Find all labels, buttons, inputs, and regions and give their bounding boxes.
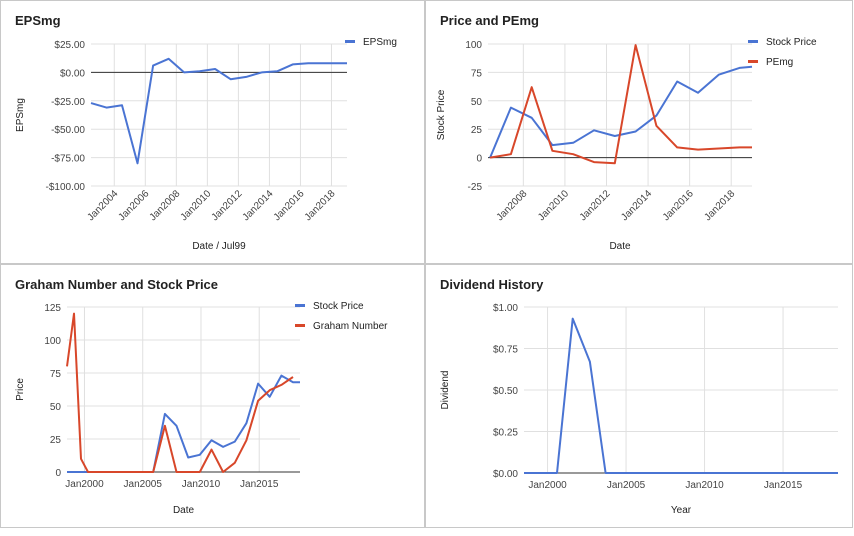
price-pemg-y-tick-label: 75 bbox=[471, 68, 483, 79]
dividend-y-tick-label: $0.50 bbox=[493, 386, 518, 397]
epsmg-y-tick-label: -$75.00 bbox=[51, 154, 85, 165]
dividend-y-tick-label: $1.00 bbox=[493, 303, 518, 314]
graham-legend-label-graham-number: Graham Number bbox=[313, 321, 388, 332]
graham-x-axis-label: Date bbox=[173, 505, 195, 516]
graham-y-tick-label: 100 bbox=[44, 336, 61, 347]
price-pemg-x-tick-label: Jan2008 bbox=[495, 188, 530, 223]
price-pemg-legend-label-pemg: PEmg bbox=[766, 57, 793, 68]
epsmg-x-tick-label: Jan2014 bbox=[241, 188, 276, 223]
dividend-x-axis-label: Year bbox=[671, 505, 692, 516]
price-pemg-y-tick-label: 25 bbox=[471, 125, 483, 136]
graham-y-tick-label: 25 bbox=[50, 435, 62, 446]
dividend-line-series bbox=[524, 317, 838, 474]
epsmg-x-tick-label: Jan2004 bbox=[85, 188, 120, 223]
chart-epsmg: EPSmg $25.00 $0.00 -$25.00 -$50.00 -$75.00 -$1… bbox=[15, 13, 397, 252]
epsmg-y-tick-label: $25.00 bbox=[54, 40, 85, 51]
dividend-title: Dividend History bbox=[440, 277, 544, 292]
graham-legend-label-stock-price: Stock Price bbox=[313, 301, 364, 312]
graham-line-graham-number bbox=[66, 312, 294, 473]
price-pemg-x-axis-label: Date bbox=[609, 241, 631, 252]
epsmg-y-tick-label: -$25.00 bbox=[51, 97, 85, 108]
price-pemg-legend-swatch-stock-price bbox=[748, 40, 758, 43]
dividend-x-tick-label: Jan2005 bbox=[607, 480, 646, 491]
epsmg-x-tick-label: Jan2008 bbox=[148, 188, 183, 223]
graham-y-tick-label: 0 bbox=[55, 468, 61, 479]
chart-dividend: Dividend History $1.00 $0.75 $0.50 $0.25 $0.0… bbox=[440, 277, 838, 516]
epsmg-title: EPSmg bbox=[15, 13, 61, 28]
price-pemg-y-tick-label: 100 bbox=[465, 40, 482, 51]
epsmg-x-tick-label: Jan2016 bbox=[272, 188, 307, 223]
price-pemg-line-stock-price bbox=[489, 65, 753, 158]
dividend-x-tick-label: Jan2000 bbox=[528, 480, 567, 491]
panel-dividend: Dividend History $1.00 $0.75 $0.50 $0.25 $0.0… bbox=[425, 264, 853, 528]
dividend-y-tick-label: $0.25 bbox=[493, 428, 518, 439]
graham-x-tick-label: Jan2005 bbox=[124, 479, 163, 490]
panel-graham: Graham Number and Stock Price 125 100 75 50 2… bbox=[0, 264, 425, 528]
graham-legend-swatch-stock-price bbox=[295, 304, 305, 307]
epsmg-x-tick-label: Jan2018 bbox=[303, 188, 338, 223]
price-pemg-legend-swatch-pemg bbox=[748, 60, 758, 63]
graham-y-tick-label: 50 bbox=[50, 402, 62, 413]
epsmg-y-tick-label: -$100.00 bbox=[46, 182, 86, 193]
graham-title: Graham Number and Stock Price bbox=[15, 277, 218, 292]
graham-y-axis-label: Price bbox=[15, 378, 26, 401]
dividend-x-tick-label: Jan2015 bbox=[764, 480, 803, 491]
price-pemg-y-tick-label: -25 bbox=[468, 182, 483, 193]
dividend-x-tick-label: Jan2010 bbox=[685, 480, 724, 491]
price-pemg-x-tick-label: Jan2010 bbox=[536, 188, 571, 223]
price-pemg-y-tick-label: 50 bbox=[471, 97, 483, 108]
epsmg-y-tick-label: $0.00 bbox=[60, 68, 85, 79]
price-pemg-title: Price and PEmg bbox=[440, 13, 539, 28]
chart-graham: Graham Number and Stock Price 125 100 75 50 2… bbox=[15, 277, 388, 516]
epsmg-x-tick-label: Jan2006 bbox=[117, 188, 152, 223]
epsmg-y-axis-label: EPSmg bbox=[15, 98, 26, 132]
graham-x-tick-label: Jan2000 bbox=[65, 479, 104, 490]
price-pemg-x-tick-label: Jan2016 bbox=[661, 188, 696, 223]
price-pemg-y-axis-label: Stock Price bbox=[436, 89, 447, 140]
graham-x-tick-label: Jan2015 bbox=[240, 479, 279, 490]
price-pemg-legend-label-stock-price: Stock Price bbox=[766, 37, 817, 48]
price-pemg-x-tick-label: Jan2012 bbox=[578, 188, 613, 223]
graham-y-tick-label: 125 bbox=[44, 303, 61, 314]
graham-legend-swatch-graham-number bbox=[295, 324, 305, 327]
epsmg-x-tick-label: Jan2012 bbox=[210, 188, 245, 223]
price-pemg-x-tick-label: Jan2018 bbox=[702, 188, 737, 223]
dividend-y-tick-label: $0.75 bbox=[493, 345, 518, 356]
dividend-y-axis-label: Dividend bbox=[440, 371, 451, 410]
epsmg-legend-swatch-epsmg bbox=[345, 40, 355, 43]
price-pemg-y-tick-label: 0 bbox=[476, 154, 482, 165]
epsmg-y-tick-label: -$50.00 bbox=[51, 125, 85, 136]
price-pemg-x-tick-label: Jan2014 bbox=[619, 188, 654, 223]
epsmg-legend-label-epsmg: EPSmg bbox=[363, 37, 397, 48]
panel-epsmg: EPSmg $25.00 $0.00 -$25.00 -$50.00 -$75.00 -$1… bbox=[0, 0, 425, 264]
epsmg-x-tick-label: Jan2010 bbox=[179, 188, 214, 223]
epsmg-x-axis-label: Date / Jul99 bbox=[192, 241, 246, 252]
graham-line-stock-price bbox=[67, 374, 300, 473]
dividend-y-tick-label: $0.00 bbox=[493, 469, 518, 480]
epsmg-line-epsmg bbox=[90, 57, 347, 165]
graham-y-tick-label: 75 bbox=[50, 369, 62, 380]
price-pemg-line-pemg bbox=[489, 44, 752, 165]
graham-x-tick-label: Jan2010 bbox=[182, 479, 221, 490]
panel-price-pemg: Price and PEmg 100 75 50 25 0 -25 Jan2008 Jan201… bbox=[425, 0, 853, 264]
